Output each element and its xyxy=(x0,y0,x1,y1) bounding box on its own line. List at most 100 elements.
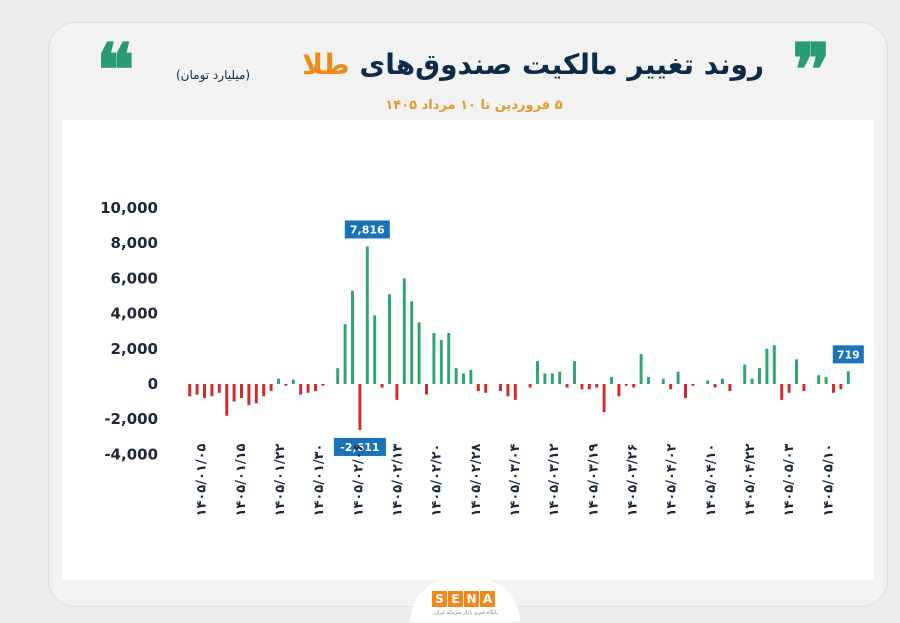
logo-tagline: پایگاه خبری بازار سرمایه ایران xyxy=(434,610,498,616)
value-callout xyxy=(832,345,864,364)
data-bar xyxy=(240,384,243,399)
y-tick-label: 8,000 xyxy=(111,234,158,252)
data-bar xyxy=(632,384,636,388)
data-bar xyxy=(269,384,273,392)
x-tick-label: ۱۴۰۵/۰۴/۱۰ xyxy=(704,444,719,517)
data-bar xyxy=(824,376,828,384)
chart-panel: 10,000 8,000 6,000 4,000 2,000 0 -2,000 -4,000 7… xyxy=(62,120,874,580)
data-bar xyxy=(203,384,206,399)
quote-close-icon: ❝ xyxy=(96,27,135,112)
data-bar xyxy=(395,384,399,400)
data-bar xyxy=(247,384,251,406)
data-bar xyxy=(587,384,591,390)
data-bar xyxy=(639,354,643,384)
value-callout xyxy=(333,437,386,456)
x-tick-label: ۱۴۰۵/۰۱/۳۰ xyxy=(312,444,327,517)
data-bar xyxy=(484,384,488,393)
data-bar xyxy=(558,371,562,384)
chart-title: روند تغییر مالکیت صندوق‌های طلا xyxy=(302,48,764,81)
data-bar xyxy=(513,384,517,400)
data-bar xyxy=(402,278,406,384)
data-bar xyxy=(380,384,384,388)
data-bar xyxy=(772,345,776,384)
data-bar xyxy=(447,332,451,384)
data-bar xyxy=(277,378,280,384)
data-bar xyxy=(580,384,584,390)
data-bar xyxy=(210,384,214,397)
x-tick-label: ۱۴۰۵/۰۴/۲۲ xyxy=(743,443,758,516)
data-bar xyxy=(506,384,510,397)
y-tick-label: 2,000 xyxy=(111,340,158,358)
x-tick-label: ۱۴۰۵/۰۲/۲۰ xyxy=(430,444,445,517)
data-bar xyxy=(661,378,665,384)
data-bar xyxy=(299,384,303,395)
logo-letter: E xyxy=(448,591,463,607)
data-bar xyxy=(846,371,850,384)
data-bar xyxy=(832,384,835,393)
chart-header: ❞ ❝ روند تغییر مالکیت صندوق‌های طلا (میل… xyxy=(68,28,868,120)
data-bar xyxy=(728,384,732,392)
data-bar xyxy=(565,384,569,388)
data-bar xyxy=(343,324,347,384)
x-tick-label: ۱۴۰۵/۰۳/۲۶ xyxy=(626,444,641,517)
data-bar xyxy=(314,384,317,392)
x-tick-label: ۱۴۰۵/۰۴/۰۲ xyxy=(665,443,680,516)
data-bar xyxy=(432,332,436,384)
title-highlight: طلا xyxy=(302,48,350,81)
data-bar xyxy=(765,348,769,384)
data-bar xyxy=(684,384,687,399)
x-tick-label: ۱۴۰۵/۰۱/۲۲ xyxy=(273,443,288,516)
x-tick-label: ۱۴۰۵/۰۲/۰۶ xyxy=(351,444,366,517)
data-bar xyxy=(676,371,680,384)
data-bar xyxy=(262,384,266,397)
x-tick-label: ۱۴۰۵/۰۲/۲۸ xyxy=(469,443,484,516)
y-tick-label: -4,000 xyxy=(104,445,158,463)
y-tick-label: 4,000 xyxy=(111,305,158,323)
data-bar xyxy=(217,384,221,393)
data-bar xyxy=(713,384,717,388)
y-tick-label: 0 xyxy=(148,375,158,393)
data-bar xyxy=(795,359,798,384)
data-bar xyxy=(528,384,532,388)
x-tick-label: ۱۴۰۵/۰۳/۱۲ xyxy=(547,443,562,516)
data-bar xyxy=(454,368,458,384)
data-bar xyxy=(469,369,473,384)
data-bar xyxy=(706,380,710,384)
y-tick-label: 10,000 xyxy=(100,199,158,217)
data-bar xyxy=(321,384,325,386)
data-bar xyxy=(602,384,606,413)
data-bar xyxy=(358,384,362,430)
data-bar xyxy=(802,384,806,392)
data-bar xyxy=(499,384,502,392)
data-bar xyxy=(743,364,747,384)
x-tick-label: ۱۴۰۵/۰۳/۰۴ xyxy=(508,443,523,516)
data-bar xyxy=(780,384,784,400)
value-callout-label: 7,816 xyxy=(350,223,385,236)
data-bar xyxy=(351,290,354,384)
x-tick-label: ۱۴۰۵/۰۳/۱۹ xyxy=(586,443,601,516)
unit-label: (میلیارد تومان) xyxy=(176,68,251,82)
date-range-subtitle: ۵ فروردین تا ۱۰ مرداد ۱۴۰۵ xyxy=(385,98,563,113)
data-bar xyxy=(543,373,547,384)
data-bar xyxy=(787,384,791,393)
data-bar xyxy=(691,384,695,386)
data-bar xyxy=(721,378,724,384)
data-bar xyxy=(425,384,428,395)
data-bar xyxy=(573,361,576,384)
x-tick-label: ۱۴۰۵/۰۱/۰۵ xyxy=(195,443,210,516)
logo-letter: S xyxy=(432,591,447,607)
data-bar xyxy=(232,384,236,402)
x-tick-label: ۱۴۰۵/۰۵/۱۰ xyxy=(821,444,836,517)
bar-chart: 10,000 8,000 6,000 4,000 2,000 0 -2,000 -4,000 7… xyxy=(100,199,864,517)
logo-letter: A xyxy=(480,591,495,607)
data-bar xyxy=(291,379,295,384)
data-bar xyxy=(284,384,288,386)
data-bar xyxy=(610,376,613,384)
data-bar xyxy=(388,294,391,384)
data-bar xyxy=(225,384,229,416)
x-tick-label: ۱۴۰۵/۰۲/۱۳ xyxy=(390,443,405,516)
y-tick-label: -2,000 xyxy=(104,410,158,428)
quote-open-icon: ❞ xyxy=(792,27,831,112)
data-bar xyxy=(410,301,414,384)
